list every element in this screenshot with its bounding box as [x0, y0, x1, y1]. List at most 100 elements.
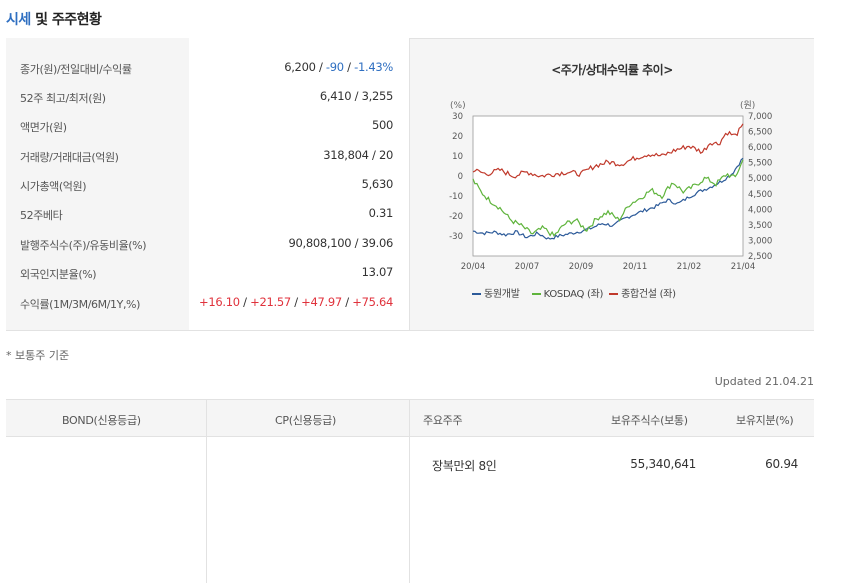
holder-ratio: 60.94	[765, 457, 798, 471]
right-tick-label: 3,000	[748, 236, 772, 246]
left-tick-label: 20	[452, 132, 463, 142]
right-tick-label: 5,000	[748, 174, 772, 184]
summary-row: 외국인지분율(%) 13.07	[6, 258, 409, 287]
header-ratio: 보유지분(%)	[736, 414, 794, 427]
summary-value-part: +75.64	[352, 295, 393, 309]
summary-value-part: +16.10	[199, 295, 240, 309]
left-tick-label: 0	[458, 172, 463, 182]
legend-label: 동원개발	[484, 289, 520, 300]
price-chart: <주가/상대수익률 추이> (%) (원) 30 20 10 0 -10 -20 -30 7,00…	[410, 39, 814, 330]
right-tick-label: 4,000	[748, 205, 772, 215]
right-tick-label: 6,500	[748, 128, 772, 138]
summary-value-part: 318,804 / 20	[323, 148, 393, 162]
summary-value-part: /	[315, 60, 326, 74]
summary-value-column	[189, 38, 409, 330]
plot-area	[472, 115, 744, 257]
right-axis-unit: (원)	[740, 100, 755, 111]
summary-row: 52주 최고/최저(원) 6,410 / 3,255	[6, 82, 409, 111]
legend-item: 동원개발	[472, 289, 520, 300]
summary-value-part: +47.97	[301, 295, 342, 309]
summary-value: 90,808,100 / 39.06	[288, 236, 393, 250]
table-header	[6, 400, 814, 436]
summary-value-part: /	[239, 295, 251, 309]
left-axis-unit: (%)	[450, 101, 466, 111]
right-tick-label: 2,500	[748, 252, 772, 262]
header-cp: CP(신용등급)	[275, 414, 336, 427]
chart-legend: 동원개발 KOSDAQ (좌) 종합건설 (좌)	[472, 285, 688, 300]
summary-value: 5,630	[361, 177, 394, 191]
summary-value: 13.07	[361, 265, 394, 279]
divider	[409, 400, 410, 583]
summary-label: 액면가(원)	[20, 121, 67, 134]
summary-row: 액면가(원) 500	[6, 111, 409, 140]
left-tick-label: -10	[449, 192, 463, 202]
summary-label: 수익률(1M/3M/6M/1Y,%)	[20, 298, 140, 311]
right-tick-label: 3,500	[748, 221, 772, 231]
summary-value: 6,410 / 3,255	[320, 89, 393, 103]
summary-value: 6,200 / -90 / -1.43%	[284, 60, 393, 74]
legend-swatch	[609, 293, 619, 295]
legend-label: 종합건설 (좌)	[621, 289, 676, 300]
holder-name: 장복만외 8인	[432, 459, 497, 473]
legend-label: KOSDAQ (좌)	[543, 289, 604, 300]
legend-swatch	[531, 293, 541, 295]
divider	[6, 399, 814, 400]
legend-swatch	[472, 293, 481, 295]
divider	[206, 436, 207, 583]
summary-label-column	[6, 38, 189, 330]
summary-value-part: 13.07	[361, 265, 394, 279]
header-holder: 주요주주	[423, 414, 463, 427]
x-tick-label: 20/11	[623, 262, 648, 272]
holder-shares: 55,340,641	[630, 457, 696, 471]
series-line	[472, 157, 744, 240]
right-tick-label: 5,500	[748, 159, 772, 169]
summary-label: 시가총액(억원)	[20, 180, 87, 193]
summary-value-part: +21.57	[250, 295, 291, 309]
divider	[6, 38, 814, 39]
summary-value-part: 90,808,100 / 39.06	[288, 236, 393, 250]
chart-title: <주가/상대수익률 추이>	[551, 63, 673, 77]
summary-label: 52주 최고/최저(원)	[20, 92, 106, 105]
summary-value-part: -1.43%	[354, 60, 393, 74]
summary-label: 외국인지분율(%)	[20, 268, 97, 281]
summary-value-part: /	[290, 295, 302, 309]
page-title: 시세 및 주주현황	[6, 12, 102, 28]
x-tick-label: 20/04	[461, 262, 486, 272]
legend-item: KOSDAQ (좌)	[531, 289, 604, 300]
legend-item: 종합건설 (좌)	[609, 289, 676, 300]
right-tick-label: 6,000	[748, 143, 772, 153]
x-tick-label: 21/02	[677, 262, 702, 272]
summary-row: 시가총액(억원) 5,630	[6, 170, 409, 199]
x-tick-label: 21/04	[731, 262, 756, 272]
x-tick-label: 20/09	[569, 262, 594, 272]
summary-value: +16.10 / +21.57 / +47.97 / +75.64	[199, 295, 393, 309]
summary-label: 52주베타	[20, 209, 63, 222]
header-bond: BOND(신용등급)	[62, 414, 141, 427]
footnote: * 보통주 기준	[6, 349, 70, 362]
x-tick-label: 20/07	[515, 262, 540, 272]
series-line	[472, 123, 744, 179]
summary-value-part: 5,630	[361, 177, 394, 191]
summary-value: 318,804 / 20	[323, 148, 393, 162]
summary-value-part: 0.31	[368, 206, 394, 220]
chart-canvas: (%) (원) 30 20 10 0 -10 -20 -30 7,000 6,500 6,000 5,5…	[449, 100, 772, 272]
summary-value-part: 6,410 / 3,255	[319, 89, 393, 103]
summary-value-part: -90	[325, 60, 344, 74]
summary-row: 수익률(1M/3M/6M/1Y,%) +16.10 / +21.57 / +47.…	[6, 288, 409, 317]
summary-row: 52주베타 0.31	[6, 199, 409, 228]
summary-label: 발행주식수(주)/유동비율(%)	[20, 239, 147, 252]
divider	[6, 330, 814, 331]
header-shares: 보유주식수(보통)	[611, 414, 688, 427]
summary-row: 거래량/거래대금(억원) 318,804 / 20	[6, 141, 409, 170]
summary-label: 종가(원)/전일대비/수익률	[20, 63, 132, 76]
updated-timestamp: Updated 21.04.21	[714, 375, 814, 388]
divider	[6, 436, 814, 437]
summary-row: 종가(원)/전일대비/수익률 6,200 / -90 / -1.43%	[6, 53, 409, 82]
summary-value-part: 500	[371, 118, 393, 132]
summary-value: 500	[372, 118, 393, 132]
divider	[409, 38, 410, 330]
summary-value-part: /	[343, 60, 355, 74]
left-tick-label: 10	[452, 152, 463, 162]
summary-label: 거래량/거래대금(억원)	[20, 151, 119, 164]
series-line	[472, 159, 744, 237]
